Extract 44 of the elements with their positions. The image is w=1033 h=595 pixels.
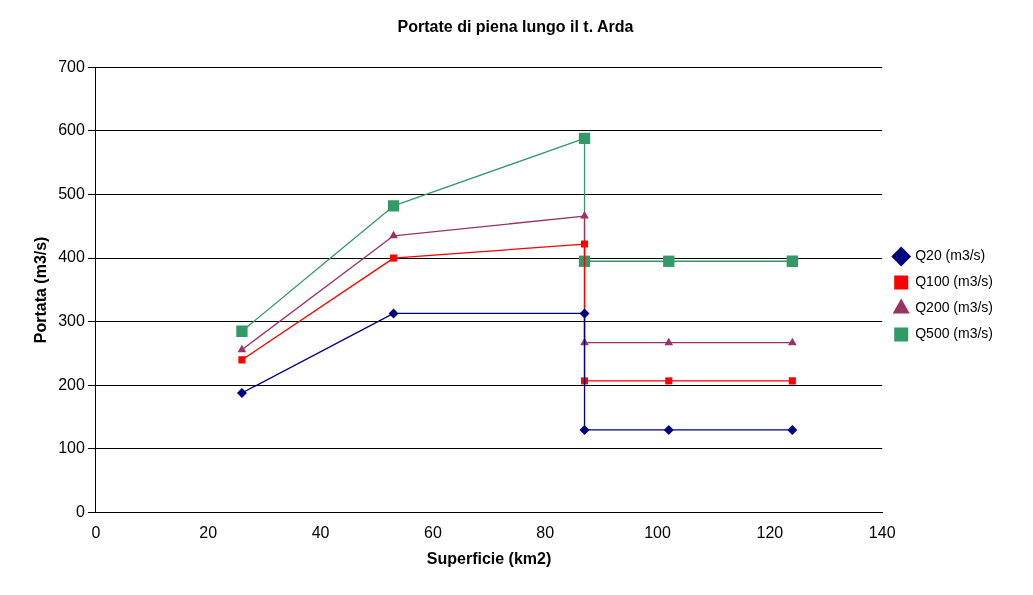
y-tick-label: 0 xyxy=(75,503,85,521)
point xyxy=(237,344,247,353)
point xyxy=(390,254,398,262)
y-tick-label: 300 xyxy=(58,312,85,330)
point xyxy=(580,211,589,219)
point xyxy=(788,337,797,346)
point xyxy=(787,424,798,435)
point xyxy=(788,377,796,385)
x-axis-title: Superficie (km2) xyxy=(426,549,552,567)
chart-title: Portate di piena lungo il t. Arda xyxy=(397,18,634,36)
y-tick-label: 500 xyxy=(58,184,85,202)
y-tick-label: 700 xyxy=(58,57,85,75)
point xyxy=(665,377,673,385)
point xyxy=(663,255,675,267)
point xyxy=(238,356,246,364)
x-tick-label: 80 xyxy=(536,523,555,541)
point xyxy=(786,255,798,267)
x-tick-label: 40 xyxy=(311,523,330,541)
x-tick-label: 0 xyxy=(91,523,101,541)
legend-label: Q100 (m3/s) xyxy=(915,273,994,290)
x-tick-label: 100 xyxy=(644,523,671,541)
y-axis-title: Portata (m3/s) xyxy=(32,236,50,344)
y-tick-label: 200 xyxy=(58,375,85,393)
point xyxy=(389,230,398,239)
x-tick-label: 60 xyxy=(423,523,442,541)
legend-label: Q20 (m3/s) xyxy=(915,247,986,264)
x-tick-label: 140 xyxy=(868,523,896,541)
y-tick-label: 600 xyxy=(58,121,85,139)
point xyxy=(236,325,248,337)
y-tick-label: 400 xyxy=(58,248,85,266)
y-tick-label: 100 xyxy=(58,439,85,457)
point xyxy=(236,387,247,398)
legend-label: Q200 (m3/s) xyxy=(915,299,994,316)
point xyxy=(387,200,400,212)
point xyxy=(663,424,674,435)
x-tick-label: 20 xyxy=(199,523,218,541)
point xyxy=(388,308,399,319)
legend-label: Q500 (m3/s) xyxy=(915,325,994,342)
point xyxy=(580,240,589,248)
point xyxy=(579,424,590,435)
point xyxy=(664,337,674,346)
point xyxy=(579,308,590,319)
point xyxy=(578,132,591,145)
x-tick-label: 120 xyxy=(756,523,784,541)
